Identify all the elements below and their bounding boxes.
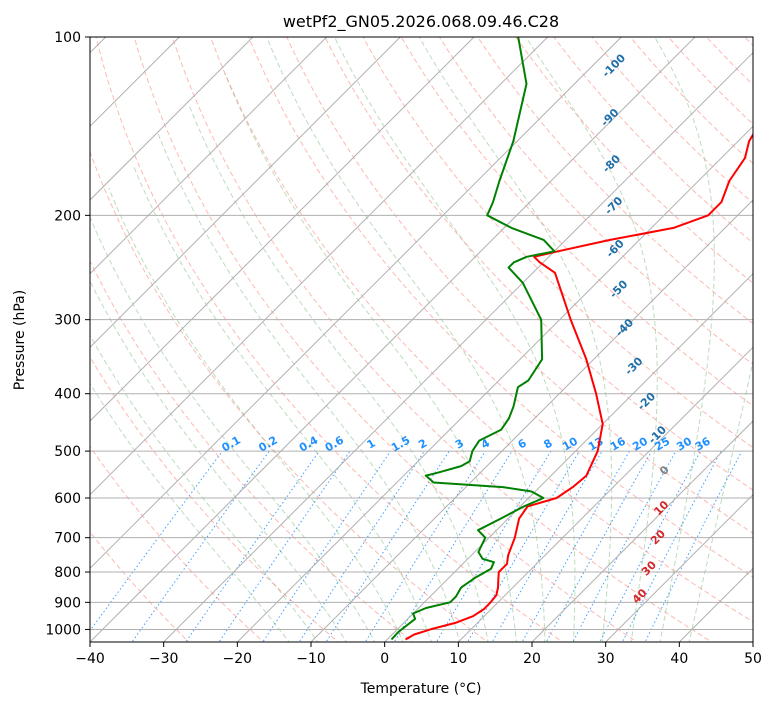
x-tick-label: −10 (296, 651, 326, 667)
mixing-ratio-line (599, 450, 701, 642)
moist-adiabat-line (132, 165, 432, 642)
x-tick-label: 10 (449, 651, 467, 667)
isotherm-line (90, 37, 549, 496)
x-axis-title: Temperature (°C) (360, 681, 482, 697)
plot-frame (89, 36, 754, 643)
isobar-grid (90, 37, 753, 630)
y-tick-label: 600 (54, 491, 81, 507)
y-tick-label: 700 (54, 531, 81, 547)
x-tick-label: 50 (744, 651, 762, 667)
isotherm-line (90, 37, 475, 422)
isotherm-line (163, 51, 753, 642)
x-tick-label: 30 (597, 651, 615, 667)
temperature-profile (405, 132, 753, 641)
moist-adiabat-line (90, 215, 376, 642)
y-tick-label: 800 (54, 565, 81, 581)
mixing-ratio-line (325, 450, 450, 642)
dry-adiabat-line (248, 37, 753, 578)
y-tick-label: 500 (54, 444, 81, 460)
mixing-ratio-line (621, 450, 722, 642)
y-axis: 100 200 300 400 500 600 700 800 900 1000 (45, 30, 90, 638)
x-tick-label: 20 (523, 651, 541, 667)
dry-adiabat-line (438, 37, 753, 366)
y-axis-title: Pressure (hPa) (12, 290, 28, 390)
dewpoint-profile (390, 37, 556, 641)
mixing-ratio-line (262, 450, 392, 642)
moist-adiabat-line (90, 382, 290, 642)
dry-adiabat-line (286, 37, 753, 534)
isotherm-line (457, 346, 753, 642)
y-tick-label: 1000 (45, 622, 81, 638)
mixing-ratio-line (218, 450, 351, 642)
y-tick-label: 100 (54, 30, 81, 46)
x-tick-label: −30 (149, 651, 179, 667)
isotherm-line (605, 493, 753, 642)
x-tick-label: 40 (670, 651, 688, 667)
isotherm-line (384, 272, 753, 642)
dry-adiabat-line (324, 37, 753, 491)
mixing-ratio-line (466, 450, 580, 642)
isotherm-line (310, 199, 753, 642)
moist-adiabat-line (157, 132, 461, 642)
moist-adiabat-line (90, 334, 319, 642)
y-tick-label: 300 (54, 313, 81, 329)
x-tick-label: −40 (75, 651, 105, 667)
y-tick-label: 200 (54, 208, 81, 224)
profile-lines (390, 37, 753, 641)
moist-adiabat-line (108, 188, 404, 642)
isotherm-line (531, 420, 753, 642)
x-tick-label: 0 (380, 651, 389, 667)
isotherm-line (90, 37, 622, 570)
isotherm-line (90, 37, 401, 349)
chart-title: wetPf2_GN05.2026.068.09.46.C28 (283, 12, 559, 32)
y-tick-label: 400 (54, 387, 81, 403)
dry-adiabat-line (171, 37, 713, 642)
dry-adiabat-line (362, 37, 753, 449)
x-axis: −40 −30 −20 −10 0 10 20 30 40 50 (75, 642, 762, 667)
mixing-ratio-line (185, 450, 320, 642)
isotherm-line (90, 37, 254, 201)
isotherm-line (236, 125, 753, 642)
y-tick-label: 900 (54, 595, 81, 611)
moist-adiabat-line (188, 104, 489, 642)
moist-adiabat-line (224, 72, 518, 642)
dry-adiabat-line (90, 150, 489, 642)
mixing-ratio-line (393, 450, 513, 642)
plot-area: 0.1 0.2 0.4 0.6 1 1.5 2 3 4 6 8 10 13 16 20 25 3036-100-… (90, 37, 753, 642)
x-tick-label: −20 (223, 651, 253, 667)
isotherm-line (90, 37, 696, 642)
moist-adiabat-line (90, 279, 347, 642)
mixing-ratio-line (572, 450, 677, 642)
isotherm-line (90, 37, 328, 275)
isotherm-grid (90, 37, 753, 642)
